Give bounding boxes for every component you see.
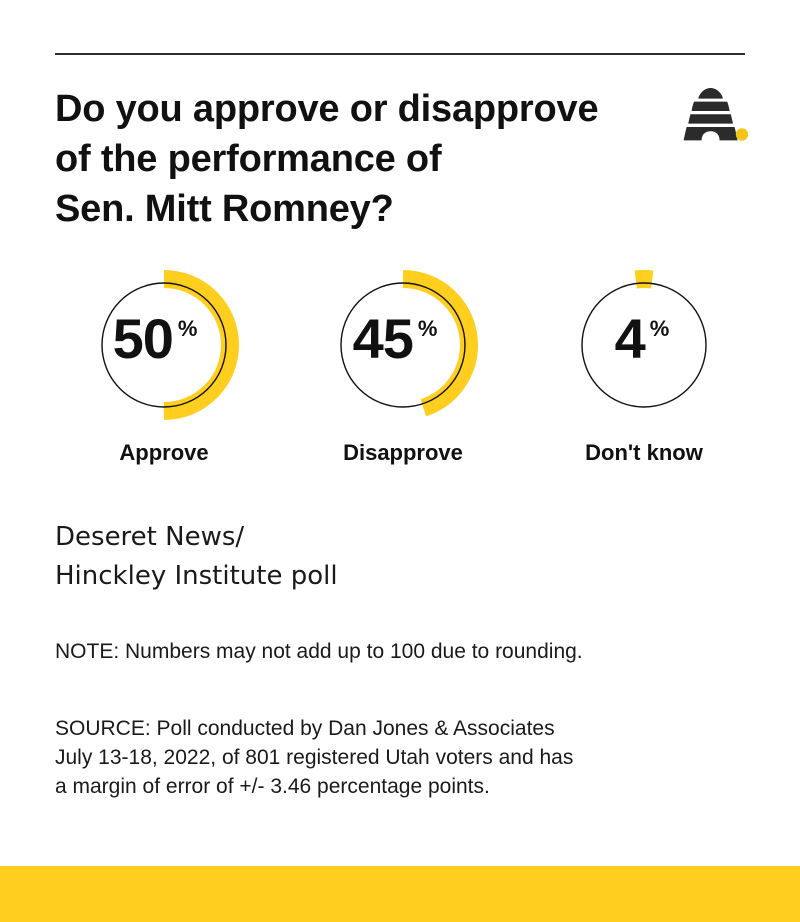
donut-label-dont-know: Don't know xyxy=(585,440,703,465)
source-text: SOURCE: Poll conducted by Dan Jones & As… xyxy=(55,717,574,798)
donut-outline-approve xyxy=(101,282,227,408)
note-text: NOTE: Numbers may not add up to 100 due … xyxy=(55,640,583,663)
donut-outline-disapprove xyxy=(340,282,466,408)
poll-attribution: Deseret News/ Hinckley Institute poll xyxy=(55,522,338,591)
donut-approve: 50 % Approve xyxy=(44,265,284,480)
header-divider xyxy=(55,53,745,55)
footer-accent-band xyxy=(0,866,800,922)
donut-outline-dont-know xyxy=(581,282,707,408)
donut-arc-dont-know xyxy=(569,270,719,420)
donut-arc-approve xyxy=(89,270,239,420)
donut-label-approve: Approve xyxy=(119,440,209,465)
donut-dont-know: 4 % Don't know xyxy=(524,265,764,480)
donut-chart-row: 50 % Approve 45 % Disapprove xyxy=(0,265,800,480)
deseret-news-beehive-logo xyxy=(672,88,749,144)
donut-label-disapprove: Disapprove xyxy=(343,440,463,465)
donut-disapprove: 45 % Disapprove xyxy=(283,265,523,480)
donut-arc-disapprove xyxy=(328,270,478,420)
page-title: Do you approve or disapprove of the perf… xyxy=(55,88,599,230)
